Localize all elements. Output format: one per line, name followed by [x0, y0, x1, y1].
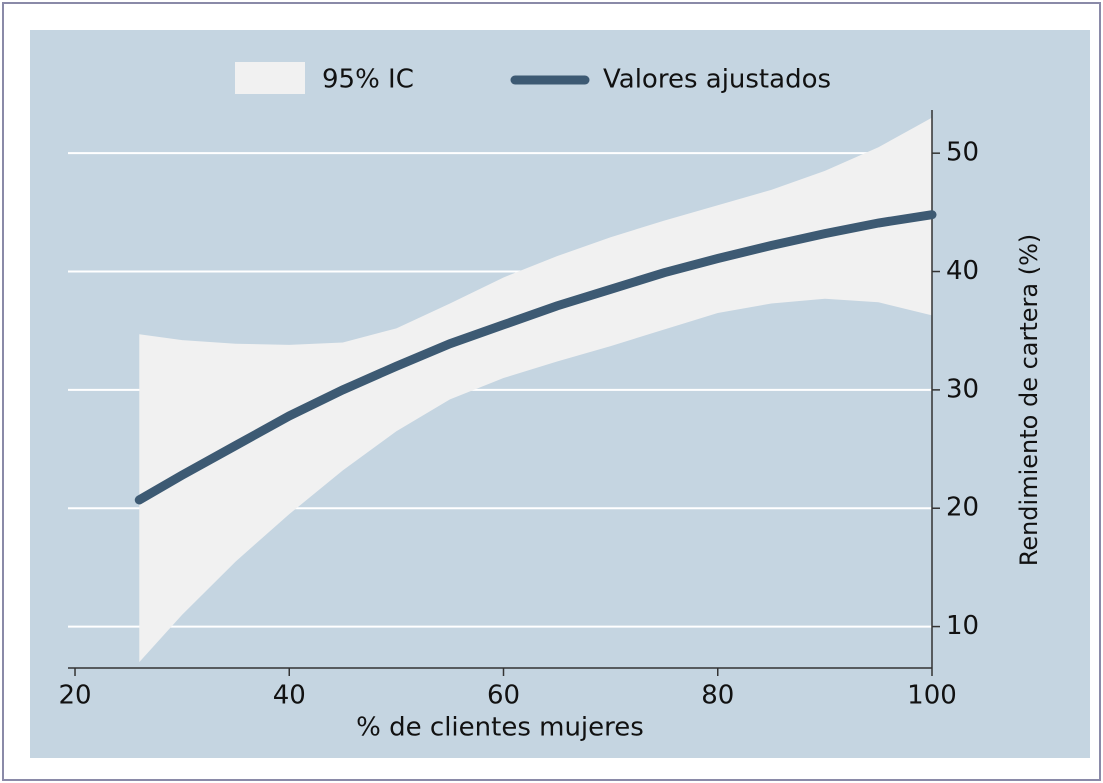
fitted-line: [134, 210, 937, 505]
y-tick-label: 30: [946, 374, 979, 404]
y-axis-label: Rendimiento de cartera (%): [1015, 234, 1043, 567]
x-tick-label: 20: [58, 681, 91, 711]
y-tick-label: 50: [946, 138, 979, 168]
x-tick-label: 100: [907, 681, 957, 711]
y-tick-label: 40: [946, 256, 979, 286]
x-tick-label: 40: [273, 681, 306, 711]
y-tick-label: 10: [946, 611, 979, 641]
legend-label: 95% IC: [322, 65, 414, 95]
legend-label: Valores ajustados: [603, 65, 831, 95]
x-tick-label: 80: [701, 681, 734, 711]
y-tick-label: 20: [946, 493, 979, 523]
legend-swatch: [235, 62, 305, 94]
x-tick-label: 60: [487, 681, 520, 711]
x-axis-label: % de clientes mujeres: [356, 713, 644, 743]
